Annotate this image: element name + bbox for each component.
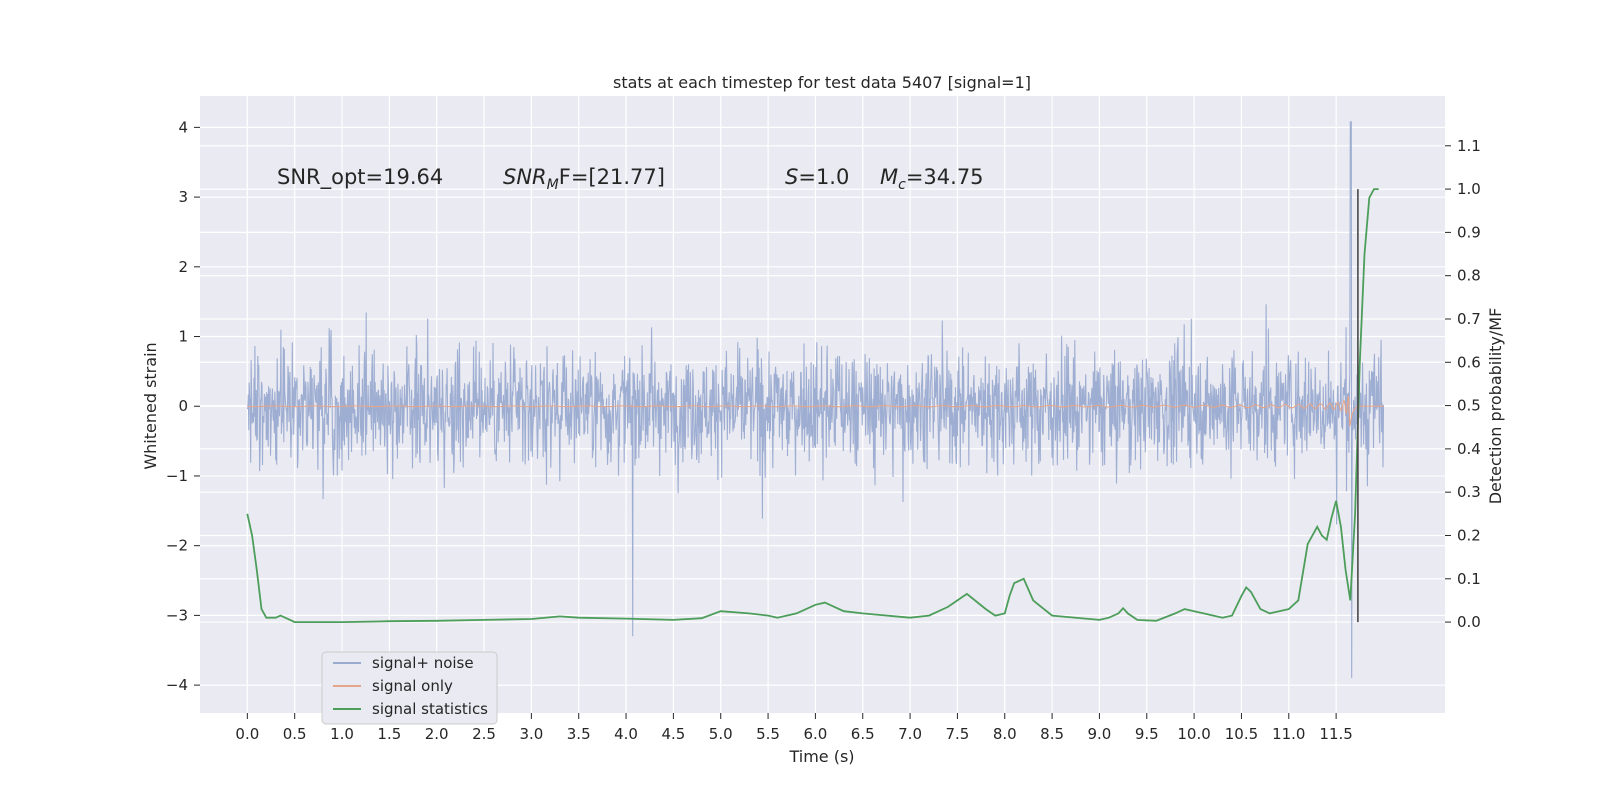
x-tick-label: 0.5 bbox=[283, 725, 307, 743]
x-tick-label: 4.5 bbox=[661, 725, 685, 743]
x-tick-label: 2.0 bbox=[425, 725, 449, 743]
annotation-snr-opt: SNR_opt=19.64 bbox=[277, 165, 443, 190]
line-signal-plus-noise bbox=[246, 121, 1385, 679]
y2-tick-label: 0.7 bbox=[1457, 310, 1481, 328]
annotation-snr-mf: SNRMF=[21.77] bbox=[503, 165, 665, 193]
legend-entry-signal: signal only bbox=[372, 677, 453, 695]
x-tick-label: 10.5 bbox=[1225, 725, 1258, 743]
annotation-snr-mf-main: SNR bbox=[503, 165, 547, 189]
y-tick-label: 1 bbox=[178, 328, 188, 346]
y2-tick-label: 0.1 bbox=[1457, 570, 1481, 588]
x-tick-label: 11.0 bbox=[1272, 725, 1305, 743]
x-tick-label: 7.0 bbox=[898, 725, 922, 743]
y2-tick-label: 0.0 bbox=[1457, 613, 1481, 631]
annotation-s-main: S bbox=[785, 165, 798, 189]
x-axis-label: Time (s) bbox=[788, 747, 854, 766]
x-tick-label: 1.0 bbox=[330, 725, 354, 743]
x-tick-label: 2.5 bbox=[472, 725, 496, 743]
y2-tick-label: 0.2 bbox=[1457, 526, 1481, 544]
y2-tick-label: 0.8 bbox=[1457, 267, 1481, 285]
line-signal-only bbox=[247, 395, 1384, 427]
legend-box bbox=[321, 651, 498, 725]
y-tick-label: −1 bbox=[166, 467, 188, 485]
y2-tick-label: 1.0 bbox=[1457, 180, 1481, 198]
y2-tick-label: 0.5 bbox=[1457, 397, 1481, 415]
y2-tick-label: 0.3 bbox=[1457, 483, 1481, 501]
annotation-s-rest: =1.0 bbox=[798, 165, 849, 189]
line-signal-statistics bbox=[246, 188, 1379, 623]
y-tick-label: 3 bbox=[178, 188, 188, 206]
x-tick-label: 5.5 bbox=[756, 725, 780, 743]
y2-tick-label: 0.9 bbox=[1457, 223, 1481, 241]
x-tick-label: 3.0 bbox=[519, 725, 543, 743]
x-tick-label: 8.5 bbox=[1040, 725, 1064, 743]
axes: 0.0 0.5 1.0 1.5 2.0 2.5 3.0 3.5 4.0 4.5 5.0 5.5 6.0 6… bbox=[166, 118, 1481, 743]
series-signal-statistics bbox=[246, 188, 1379, 623]
y-tick-label: 2 bbox=[178, 258, 188, 276]
legend: signal+ noise signal only signal statist… bbox=[321, 651, 498, 725]
annotation-mc-main: M bbox=[880, 165, 898, 189]
x-tick-label: 5.0 bbox=[709, 725, 733, 743]
x-tick-label: 11.5 bbox=[1319, 725, 1352, 743]
chart-title: stats at each timestep for test data 540… bbox=[613, 73, 1031, 92]
legend-entry-stats: signal statistics bbox=[372, 700, 488, 718]
y-axis-label: Whitened strain bbox=[141, 342, 160, 469]
x-tick-label: 0.0 bbox=[235, 725, 259, 743]
x-tick-label: 4.0 bbox=[614, 725, 638, 743]
legend-entry-noise: signal+ noise bbox=[372, 654, 474, 672]
y-tick-label: 4 bbox=[178, 118, 188, 136]
x-tick-label: 9.0 bbox=[1088, 725, 1112, 743]
x-tick-label: 3.5 bbox=[567, 725, 591, 743]
x-tick-label: 10.0 bbox=[1177, 725, 1210, 743]
annotation-mc: Mc=34.75 bbox=[880, 165, 984, 193]
y2-tick-label: 1.1 bbox=[1457, 137, 1481, 155]
annotation-snr-mf-sub: M bbox=[547, 177, 559, 193]
y-tick-label: −3 bbox=[166, 606, 188, 624]
annotation-mc-sub: c bbox=[898, 177, 906, 193]
x-tick-label: 8.0 bbox=[993, 725, 1017, 743]
series-signal-plus-noise bbox=[246, 121, 1385, 679]
x-tick-label: 1.5 bbox=[377, 725, 401, 743]
x-tick-label: 9.5 bbox=[1135, 725, 1159, 743]
x-tick-label: 7.5 bbox=[945, 725, 969, 743]
y-tick-label: −4 bbox=[166, 676, 188, 694]
annotation-mc-rest: =34.75 bbox=[906, 165, 984, 189]
y-tick-label: −2 bbox=[166, 537, 188, 555]
y2-tick-label: 0.4 bbox=[1457, 440, 1481, 458]
y-tick-label: 0 bbox=[178, 397, 188, 415]
x-tick-label: 6.5 bbox=[851, 725, 875, 743]
y2-tick-label: 0.6 bbox=[1457, 353, 1481, 371]
series-signal-only bbox=[247, 395, 1384, 427]
x-tick-label: 6.0 bbox=[803, 725, 827, 743]
annotation-snr-mf-rest: F=[21.77] bbox=[559, 165, 665, 189]
y2-axis-label: Detection probability/MF bbox=[1486, 308, 1505, 505]
annotation-s: S=1.0 bbox=[785, 165, 849, 189]
